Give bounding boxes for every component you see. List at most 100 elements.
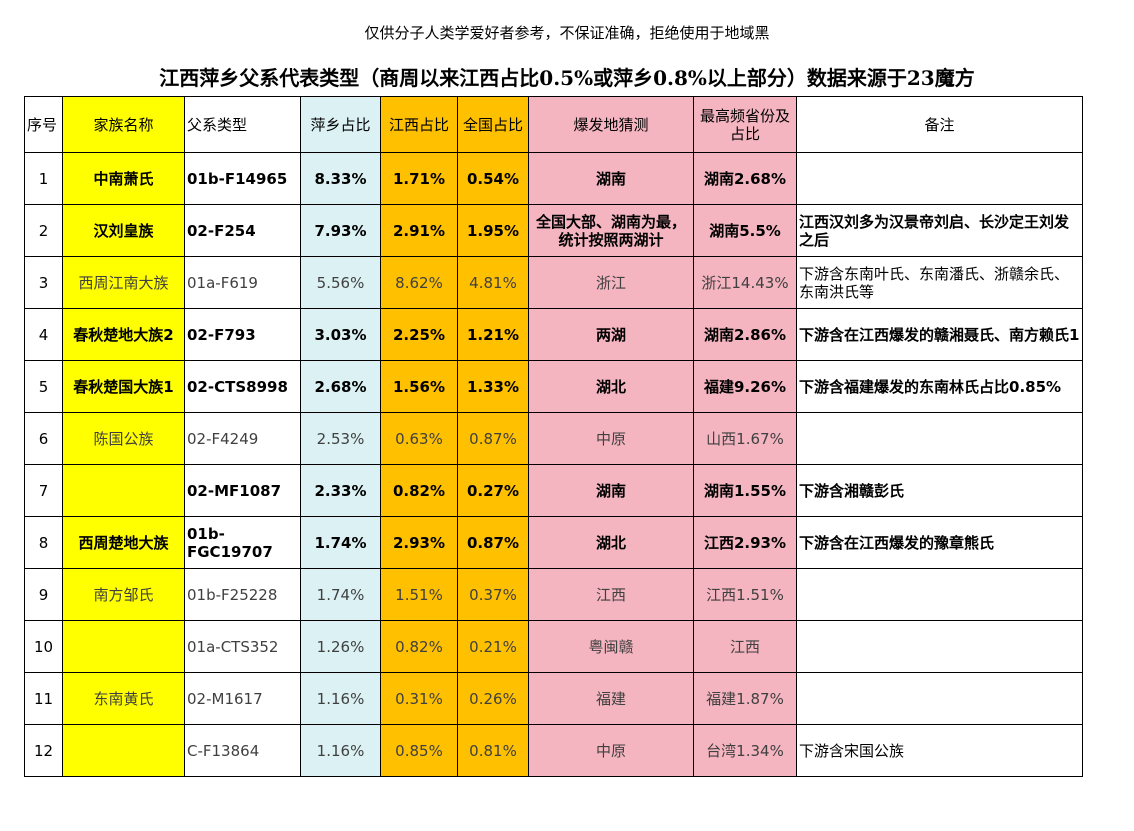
table-row: 4 春秋楚地大族2 02-F793 3.03% 2.25% 1.21% 两湖 湖南2.86% 下…	[24, 308, 1083, 361]
cell-pingxiang: 1.74%	[300, 568, 381, 621]
cell-origin: 湖北	[528, 516, 694, 569]
cell-origin: 福建	[528, 672, 694, 725]
cell-jiangxi: 0.85%	[380, 724, 458, 777]
cell-origin: 中原	[528, 724, 694, 777]
cell-index: 1	[24, 152, 63, 205]
cell-jiangxi: 1.51%	[380, 568, 458, 621]
cell-origin: 湖北	[528, 360, 694, 413]
cell-jiangxi: 1.71%	[380, 152, 458, 205]
cell-pingxiang: 8.33%	[300, 152, 381, 205]
disclaimer-text: 仅供分子人类学爱好者参考，不保证准确，拒绝使用于地域黑	[364, 24, 770, 42]
cell-origin: 湖南	[528, 464, 694, 517]
table-row: 11 东南黄氏 02-M1617 1.16% 0.31% 0.26% 福建 福建1.87%	[24, 672, 1083, 725]
cell-family: 陈国公族	[62, 412, 185, 465]
table-row: 6 陈国公族 02-F4249 2.53% 0.63% 0.87% 中原 山西1.67%	[24, 412, 1083, 465]
cell-jiangxi: 0.63%	[380, 412, 458, 465]
cell-type: 01b-FGC19707	[184, 516, 301, 569]
header-top-province: 最高频省份及占比	[693, 96, 797, 153]
table-header-row: 序号 家族名称 父系类型 萍乡占比 江西占比 全国占比 爆发地猜测 最高频省份及…	[24, 96, 1083, 153]
cell-index: 7	[24, 464, 63, 517]
cell-jiangxi: 2.91%	[380, 204, 458, 257]
cell-top-province: 浙江14.43%	[693, 256, 797, 309]
page-title: 江西萍乡父系代表类型（商周以来江西占比0.5%或萍乡0.8%以上部分）数据来源于…	[159, 66, 975, 90]
cell-origin: 浙江	[528, 256, 694, 309]
cell-family: 春秋楚地大族2	[62, 308, 185, 361]
cell-national: 1.33%	[457, 360, 529, 413]
table-row: 3 西周江南大族 01a-F619 5.56% 8.62% 4.81% 浙江 浙江14.43%…	[24, 256, 1083, 309]
cell-pingxiang: 1.74%	[300, 516, 381, 569]
cell-top-province: 江西1.51%	[693, 568, 797, 621]
cell-pingxiang: 7.93%	[300, 204, 381, 257]
cell-family: 东南黄氏	[62, 672, 185, 725]
table-row: 8 西周楚地大族 01b-FGC19707 1.74% 2.93% 0.87% 湖北 江西2.…	[24, 516, 1083, 569]
cell-pingxiang: 1.26%	[300, 620, 381, 673]
cell-note: 下游含东南叶氏、东南潘氏、浙赣余氏、东南洪氏等	[796, 256, 1083, 309]
header-jiangxi: 江西占比	[380, 96, 458, 153]
cell-type: C-F13864	[184, 724, 301, 777]
cell-family	[62, 464, 185, 517]
cell-note: 下游含湘赣彭氏	[796, 464, 1083, 517]
cell-note	[796, 152, 1083, 205]
cell-type: 02-CTS8998	[184, 360, 301, 413]
cell-index: 11	[24, 672, 63, 725]
table-row: 9 南方邹氏 01b-F25228 1.74% 1.51% 0.37% 江西 江西1.51%	[24, 568, 1083, 621]
cell-note: 下游含在江西爆发的赣湘聂氏、南方赖氏1	[796, 308, 1083, 361]
table-row: 10 01a-CTS352 1.26% 0.82% 0.21% 粤闽赣 江西	[24, 620, 1083, 673]
cell-top-province: 湖南2.68%	[693, 152, 797, 205]
cell-type: 01a-CTS352	[184, 620, 301, 673]
table-row: 2 汉刘皇族 02-F254 7.93% 2.91% 1.95% 全国大部、湖南为最，统计按…	[24, 204, 1083, 257]
cell-national: 1.21%	[457, 308, 529, 361]
cell-top-province: 山西1.67%	[693, 412, 797, 465]
cell-national: 0.21%	[457, 620, 529, 673]
cell-pingxiang: 2.68%	[300, 360, 381, 413]
cell-note	[796, 412, 1083, 465]
cell-national: 0.27%	[457, 464, 529, 517]
cell-note	[796, 672, 1083, 725]
cell-jiangxi: 1.56%	[380, 360, 458, 413]
cell-top-province: 江西2.93%	[693, 516, 797, 569]
cell-jiangxi: 0.31%	[380, 672, 458, 725]
cell-note: 下游含宋国公族	[796, 724, 1083, 777]
cell-pingxiang: 1.16%	[300, 724, 381, 777]
cell-origin: 江西	[528, 568, 694, 621]
cell-family	[62, 724, 185, 777]
cell-national: 0.37%	[457, 568, 529, 621]
cell-jiangxi: 2.93%	[380, 516, 458, 569]
cell-top-province: 湖南5.5%	[693, 204, 797, 257]
cell-origin: 湖南	[528, 152, 694, 205]
haplogroup-table: 序号 家族名称 父系类型 萍乡占比 江西占比 全国占比 爆发地猜测 最高频省份及…	[24, 96, 1083, 777]
cell-top-province: 福建1.87%	[693, 672, 797, 725]
cell-family: 汉刘皇族	[62, 204, 185, 257]
cell-index: 9	[24, 568, 63, 621]
cell-index: 10	[24, 620, 63, 673]
header-national: 全国占比	[457, 96, 529, 153]
cell-type: 02-F254	[184, 204, 301, 257]
cell-note: 下游含在江西爆发的豫章熊氏	[796, 516, 1083, 569]
cell-note	[796, 568, 1083, 621]
cell-origin: 全国大部、湖南为最，统计按照两湖计	[528, 204, 694, 257]
cell-type: 01b-F25228	[184, 568, 301, 621]
cell-note	[796, 620, 1083, 673]
cell-national: 0.87%	[457, 516, 529, 569]
cell-top-province: 江西	[693, 620, 797, 673]
cell-family	[62, 620, 185, 673]
cell-note: 江西汉刘多为汉景帝刘启、长沙定王刘发之后	[796, 204, 1083, 257]
cell-index: 8	[24, 516, 63, 569]
cell-type: 02-F4249	[184, 412, 301, 465]
cell-origin: 粤闽赣	[528, 620, 694, 673]
cell-jiangxi: 2.25%	[380, 308, 458, 361]
cell-national: 1.95%	[457, 204, 529, 257]
header-index: 序号	[24, 96, 63, 153]
cell-national: 4.81%	[457, 256, 529, 309]
cell-family: 中南萧氏	[62, 152, 185, 205]
cell-index: 12	[24, 724, 63, 777]
cell-family: 西周江南大族	[62, 256, 185, 309]
cell-origin: 两湖	[528, 308, 694, 361]
table-body: 1 中南萧氏 01b-F14965 8.33% 1.71% 0.54% 湖南 湖南2.68% 2…	[24, 152, 1083, 777]
cell-national: 0.81%	[457, 724, 529, 777]
table-row: 12 C-F13864 1.16% 0.85% 0.81% 中原 台湾1.34% 下游含宋国公…	[24, 724, 1083, 777]
cell-type: 01a-F619	[184, 256, 301, 309]
cell-jiangxi: 8.62%	[380, 256, 458, 309]
cell-index: 5	[24, 360, 63, 413]
table-row: 7 02-MF1087 2.33% 0.82% 0.27% 湖南 湖南1.55% 下游含湘赣彭…	[24, 464, 1083, 517]
